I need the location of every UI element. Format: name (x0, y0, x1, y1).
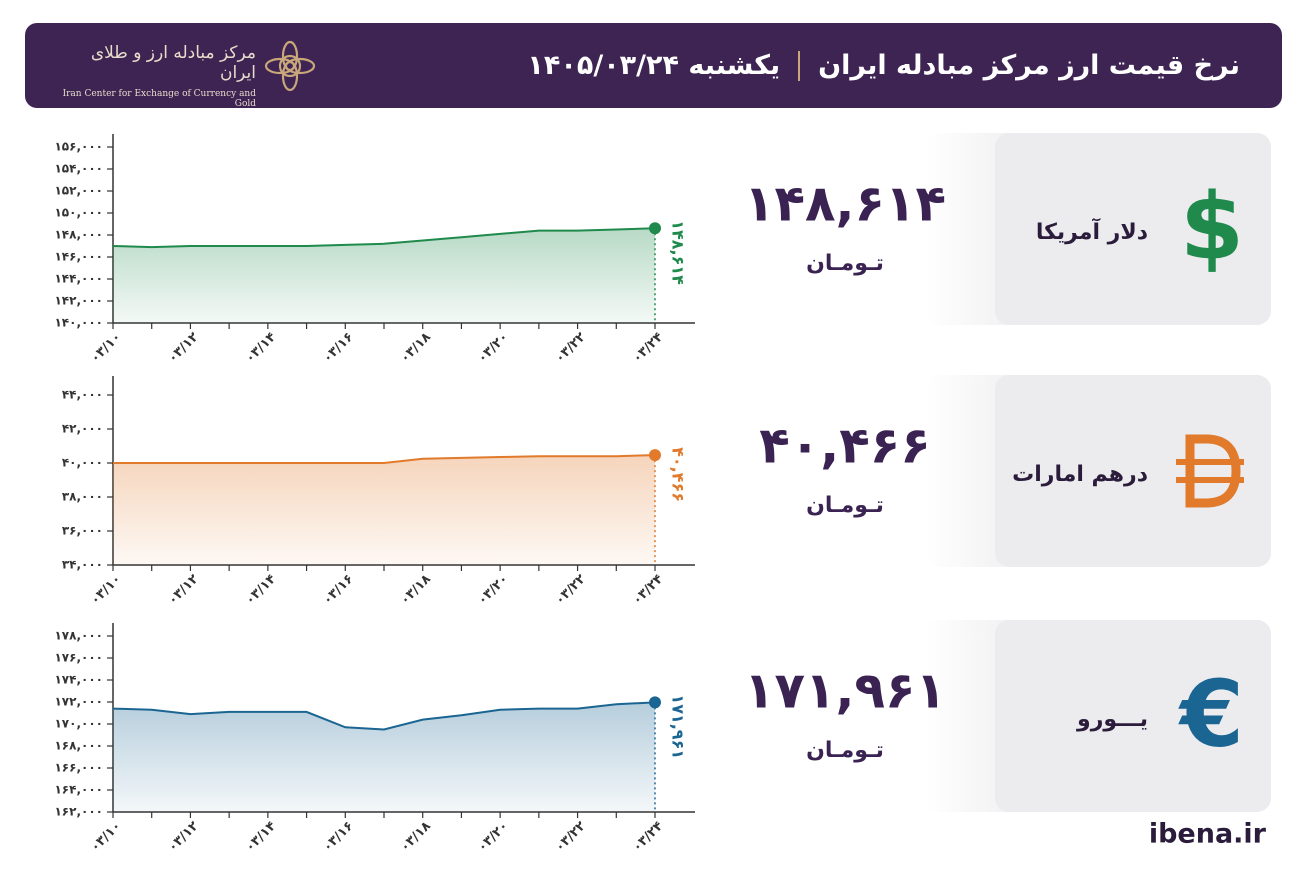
card-inner (995, 620, 1271, 812)
currency-name: دلار آمریکا (1036, 217, 1148, 245)
unit: تـومـان (806, 493, 884, 518)
line (112, 701, 656, 731)
y-tick-label: ۱۴۲,۰۰۰ (54, 294, 103, 308)
currency-name: یـــورو (1076, 707, 1148, 732)
y-tick-label: ۱۴۴,۰۰۰ (54, 272, 103, 286)
x-tick-label: ۰۳/۲۰ (475, 572, 511, 608)
title: نرخ قیمت ارز مرکز مبادله ایران (818, 50, 1240, 81)
x-tick-label: ۰۳/۲۰ (475, 330, 511, 366)
x-tick-label: ۰۳/۱۰ (88, 572, 124, 608)
currency-symbol: $ (1180, 173, 1244, 280)
x-tick-label: ۰۳/۱۰ (88, 330, 124, 366)
currency-name: درهم امارات (1012, 462, 1148, 487)
y-tick-label: ۱۷۰,۰۰۰ (54, 717, 103, 731)
x-tick-label: ۰۳/۱۴ (243, 819, 279, 855)
y-tick-label: ۱۵۰,۰۰۰ (54, 206, 103, 220)
end-marker (649, 696, 661, 709)
logo-text: مرکز مبادله ارز و طلای ایران Iran Center… (61, 43, 256, 109)
x-tick-label: ۰۳/۱۸ (398, 330, 434, 366)
value-label: ۱۷۱,۹۶۱ (669, 694, 688, 759)
x-tick-label: ۰۳/۱۸ (398, 572, 434, 608)
title-row: نرخ قیمت ارز مرکز مبادله ایران یکشنبه ۱۴… (527, 23, 1240, 108)
x-tick-label: ۰۳/۲۴ (630, 572, 666, 608)
x-tick-label: ۰۳/۱۸ (398, 819, 434, 855)
price: ۴۰,۴۶۶ (759, 417, 931, 475)
x-tick-label: ۰۳/۲۴ (630, 819, 666, 855)
currency-symbol (1185, 434, 1241, 508)
line (113, 454, 656, 464)
y-tick-label: ۴۰,۰۰۰ (62, 456, 103, 470)
end-marker (649, 222, 661, 235)
card-inner (995, 375, 1271, 567)
y-tick-label: ۳۴,۰۰۰ (62, 558, 103, 572)
x-tick-label: ۰۳/۲۰ (475, 819, 511, 855)
x-tick-label: ۰۳/۲۲ (552, 330, 588, 366)
x-tick-label: ۰۳/۱۰ (88, 819, 124, 855)
card-inner (995, 133, 1271, 325)
y-tick-label: ۱۶۸,۰۰۰ (54, 739, 103, 753)
y-tick-label: ۴۴,۰۰۰ (62, 388, 103, 402)
y-tick-label: ۱۷۲,۰۰۰ (54, 695, 103, 709)
x-tick-label: ۰۳/۱۶ (320, 330, 356, 366)
area (113, 228, 655, 323)
y-tick-label: ۱۷۸,۰۰۰ (54, 629, 103, 643)
x-tick-label: ۰۳/۲۴ (630, 330, 666, 366)
area (113, 455, 655, 565)
y-tick-label: ۱۵۴,۰۰۰ (54, 162, 103, 176)
price: ۱۷۱,۹۶۱ (744, 662, 946, 720)
header: نرخ قیمت ارز مرکز مبادله ایران یکشنبه ۱۴… (25, 23, 1282, 109)
currency-symbol: € (1178, 660, 1244, 767)
logo-name: مرکز مبادله ارز و طلای ایران (90, 43, 256, 83)
separator (798, 50, 801, 81)
unit: تـومـان (806, 251, 884, 276)
end-marker (649, 449, 661, 462)
x-tick-label: ۰۳/۱۴ (243, 572, 279, 608)
y-tick-label: ۱۵۶,۰۰۰ (54, 140, 103, 154)
x-tick-label: ۰۳/۲۲ (552, 572, 588, 608)
logo-subtitle: Iran Center for Exchange of Currency and… (62, 89, 256, 109)
y-tick-label: ۱۴۰,۰۰۰ (54, 316, 103, 330)
y-tick-label: ۱۷۴,۰۰۰ (54, 673, 103, 687)
logo-icon (264, 40, 316, 92)
y-tick-label: ۱۶۴,۰۰۰ (54, 783, 103, 797)
x-tick-label: ۰۳/۱۶ (320, 819, 356, 855)
date: یکشنبه ۱۴۰۵/۰۳/۲۴ (527, 50, 781, 81)
y-tick-label: ۱۶۲,۰۰۰ (54, 805, 103, 819)
x-tick-label: ۰۳/۱۲ (165, 330, 201, 366)
area (113, 702, 655, 812)
y-tick-label: ۱۵۲,۰۰۰ (54, 184, 103, 198)
y-tick-label: ۴۲,۰۰۰ (62, 422, 103, 436)
x-tick-label: ۰۳/۱۲ (165, 572, 201, 608)
y-tick-label: ۱۴۸,۰۰۰ (54, 228, 103, 242)
y-tick-label: ۳۸,۰۰۰ (62, 490, 103, 504)
y-tick-label: ۱۶۶,۰۰۰ (54, 761, 103, 775)
value-label: ۴۰,۴۶۶ (669, 447, 688, 502)
price: ۱۴۸,۶۱۴ (744, 175, 946, 233)
line (112, 227, 656, 249)
footer: ibena.ir (1149, 819, 1267, 850)
x-tick-label: ۰۳/۱۴ (243, 330, 279, 366)
y-tick-label: ۱۷۶,۰۰۰ (54, 651, 103, 665)
x-tick-label: ۰۳/۲۲ (552, 819, 588, 855)
y-tick-label: ۱۴۶,۰۰۰ (54, 250, 103, 264)
value-label: ۱۴۸,۶۱۴ (669, 220, 688, 285)
x-tick-label: ۰۳/۱۲ (165, 819, 201, 855)
y-tick-label: ۳۶,۰۰۰ (62, 524, 103, 538)
x-tick-label: ۰۳/۱۶ (320, 572, 356, 608)
unit: تـومـان (806, 738, 884, 763)
